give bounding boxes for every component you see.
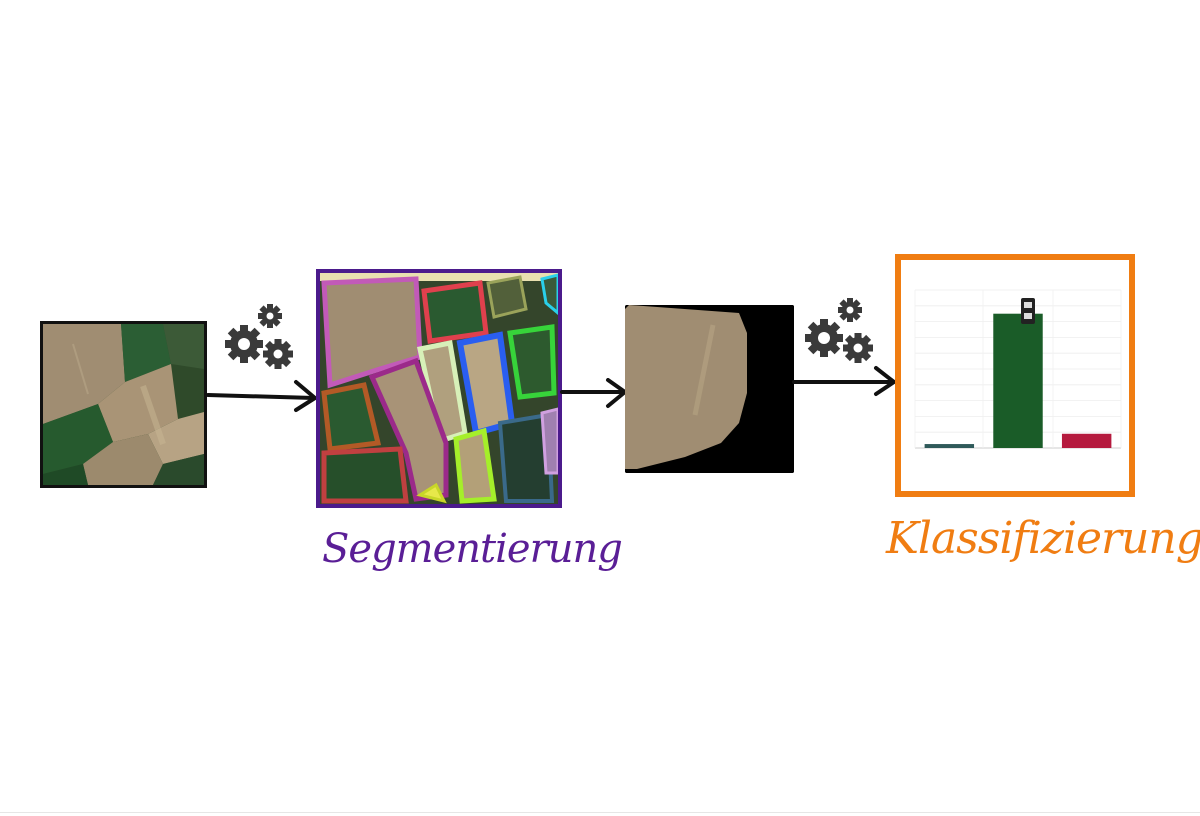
bottom-divider [0,812,1200,813]
arrow-right-icon [792,366,896,396]
chart-bar-0[interactable] [924,444,975,448]
chart-tooltip [1021,298,1035,324]
gears-icon [225,304,293,369]
process-arrow-2 [560,378,627,408]
segmentation-image [316,269,562,508]
extracted-field-image [625,305,794,473]
chart-bar-1[interactable] [993,313,1043,448]
classification-label: Klassifizierung [886,513,1200,564]
classification-bar-chart [914,289,1122,449]
input-satellite-image [40,321,207,488]
segmentation-label: Segmentierung [322,526,623,572]
chart-bars [924,313,1112,448]
process-arrow-1 [206,304,317,412]
chart-bar-2[interactable] [1061,433,1112,448]
arrow-right-icon [560,378,627,408]
process-arrow-3 [792,298,896,396]
arrow-right-icon [206,380,317,412]
gears-icon [805,298,873,363]
classification-chart-panel [895,254,1135,497]
